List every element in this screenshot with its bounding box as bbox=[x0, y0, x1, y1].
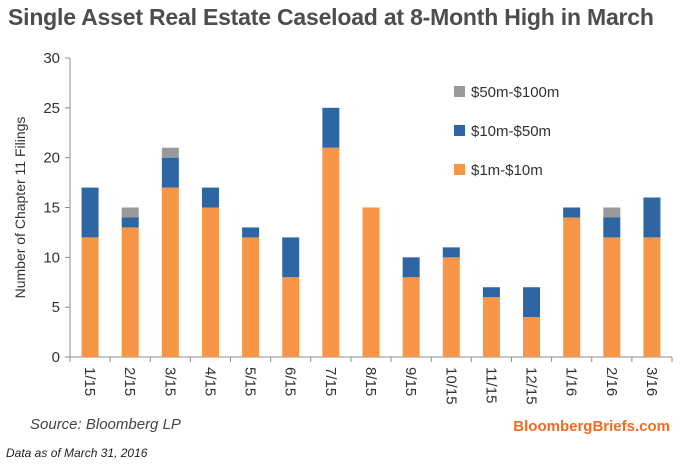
x-tick-label: 1/15 bbox=[81, 367, 98, 396]
bar-1-15-series-1 bbox=[81, 187, 99, 238]
bar-2-16-series-1 bbox=[603, 217, 621, 238]
bar-4-15-series-0 bbox=[201, 207, 219, 357]
bar-6-15-series-1 bbox=[282, 237, 300, 278]
bar-7-15-series-1 bbox=[322, 107, 340, 148]
y-tick-label: 10 bbox=[43, 249, 60, 266]
y-tick-label: 5 bbox=[52, 299, 60, 316]
bar-2-16-series-0 bbox=[603, 237, 621, 357]
bar-8-15-series-0 bbox=[362, 207, 380, 357]
bar-3-15-series-1 bbox=[161, 157, 179, 188]
x-tick-label: 1/16 bbox=[563, 367, 580, 396]
bar-4-15-series-1 bbox=[201, 187, 219, 208]
bars bbox=[81, 107, 661, 357]
brand-logo-text: BloombergBriefs.com bbox=[513, 418, 670, 435]
x-tick-label: 4/15 bbox=[201, 367, 218, 396]
bar-9-15-series-0 bbox=[402, 277, 420, 357]
legend-swatch bbox=[454, 125, 465, 136]
legend-label: $50m-$100m bbox=[471, 84, 559, 101]
x-tick-label: 9/15 bbox=[402, 367, 419, 396]
x-tick-label: 12/15 bbox=[523, 367, 540, 405]
x-tick-label: 2/15 bbox=[121, 367, 138, 396]
y-axis-label: Number of Chapter 11 Filings bbox=[12, 117, 28, 299]
x-tick-label: 11/15 bbox=[482, 367, 499, 403]
bar-3-15-series-2 bbox=[161, 147, 179, 158]
bar-2-15-series-2 bbox=[121, 207, 139, 218]
bar-10-15-series-0 bbox=[442, 257, 460, 357]
x-tick-label: 7/15 bbox=[322, 367, 339, 396]
x-tick-label: 3/16 bbox=[643, 367, 660, 396]
y-tick-label: 0 bbox=[52, 349, 60, 366]
bar-10-15-series-1 bbox=[442, 247, 460, 258]
bar-5-15-series-1 bbox=[242, 227, 260, 238]
bar-1-15-series-0 bbox=[81, 237, 99, 357]
y-tick-labels: 0 5 10 15 20 25 30 bbox=[43, 50, 60, 366]
bar-11-15-series-1 bbox=[482, 287, 500, 298]
source-note: Source: Bloomberg LP bbox=[30, 416, 181, 433]
y-tick-label: 30 bbox=[43, 50, 60, 67]
bar-3-16-series-1 bbox=[643, 197, 661, 238]
legend-label: $1m-$10m bbox=[471, 162, 543, 179]
bar-5-15-series-0 bbox=[242, 237, 260, 357]
x-tick-label: 6/15 bbox=[282, 367, 299, 396]
x-tick-label: 2/16 bbox=[603, 367, 620, 396]
bar-3-15-series-0 bbox=[161, 187, 179, 357]
bar-1-16-series-1 bbox=[563, 207, 581, 218]
data-date-footnote: Data as of March 31, 2016 bbox=[6, 446, 148, 460]
legend: $50m-$100m $10m-$50m $1m-$10m bbox=[432, 72, 600, 198]
y-tick-label: 25 bbox=[43, 100, 60, 117]
x-tick-label: 8/15 bbox=[362, 367, 379, 396]
x-tick-label: 10/15 bbox=[442, 367, 459, 405]
bar-2-15-series-1 bbox=[121, 217, 139, 228]
x-tick-label: 3/15 bbox=[161, 367, 178, 396]
bar-9-15-series-1 bbox=[402, 257, 420, 278]
legend-swatch bbox=[454, 164, 465, 175]
bar-2-16-series-2 bbox=[603, 207, 621, 218]
bar-6-15-series-0 bbox=[282, 277, 300, 357]
chart-title: Single Asset Real Estate Caseload at 8-M… bbox=[8, 4, 654, 30]
x-tick-label: 5/15 bbox=[242, 367, 259, 396]
bar-1-16-series-0 bbox=[563, 217, 581, 357]
bar-7-15-series-0 bbox=[322, 147, 340, 357]
y-tick-label: 20 bbox=[43, 150, 60, 167]
bar-12-15-series-1 bbox=[523, 287, 541, 318]
bar-12-15-series-0 bbox=[523, 317, 541, 357]
bar-2-15-series-0 bbox=[121, 227, 139, 357]
legend-swatch bbox=[454, 86, 465, 97]
y-tick-label: 15 bbox=[43, 200, 60, 217]
bar-11-15-series-0 bbox=[482, 297, 500, 357]
x-tick-labels: 1/15 2/15 3/15 4/15 5/15 6/15 7/15 8/15 9/15 10/1… bbox=[81, 367, 660, 405]
bar-3-16-series-0 bbox=[643, 237, 661, 357]
legend-label: $10m-$50m bbox=[471, 123, 551, 140]
